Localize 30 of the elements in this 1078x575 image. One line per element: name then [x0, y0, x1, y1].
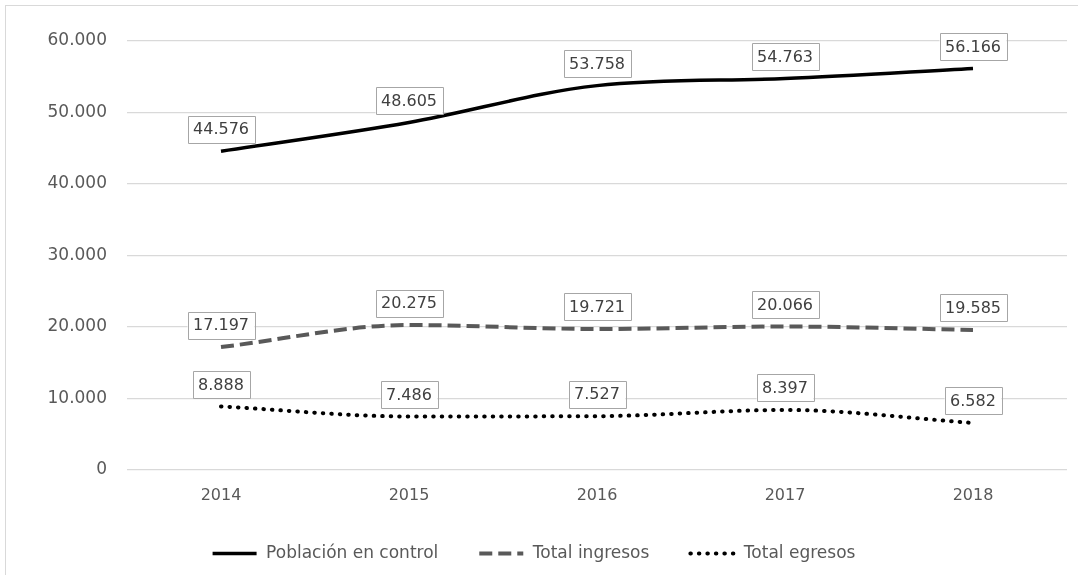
data-label: 20.066 [757, 294, 813, 314]
data-label: 19.585 [945, 298, 1001, 318]
data-label: 56.166 [945, 36, 1001, 56]
data-label: 7.527 [574, 384, 620, 404]
data-label: 8.397 [762, 378, 808, 398]
y-tick-label: 0 [96, 458, 107, 479]
data-label: 7.486 [386, 384, 432, 404]
y-tick-label: 20.000 [47, 315, 107, 336]
x-tick-label: 2015 [388, 484, 430, 504]
data-label: 54.763 [757, 46, 813, 66]
x-tick-label: 2014 [200, 484, 242, 504]
data-label: 8.888 [198, 374, 244, 394]
y-tick-label: 30.000 [47, 243, 107, 264]
data-label: 6.582 [950, 391, 996, 411]
y-tick-label: 50.000 [47, 100, 107, 121]
y-tick-label: 10.000 [47, 386, 107, 407]
legend-label: Total ingresos [531, 541, 650, 562]
legend-label: Total egresos [742, 541, 856, 562]
data-label: 44.576 [193, 119, 249, 139]
data-label: 17.197 [193, 315, 249, 335]
data-label: 19.721 [569, 297, 625, 317]
legend-label: Población en control [266, 541, 439, 562]
data-label: 48.605 [381, 90, 437, 110]
x-tick-label: 2017 [764, 484, 806, 504]
y-tick-label: 60.000 [47, 29, 107, 50]
y-tick-label: 40.000 [47, 172, 107, 193]
x-tick-label: 2016 [576, 484, 618, 504]
x-tick-label: 2018 [952, 484, 994, 504]
data-label: 53.758 [569, 53, 625, 73]
data-label: 20.275 [381, 293, 437, 313]
